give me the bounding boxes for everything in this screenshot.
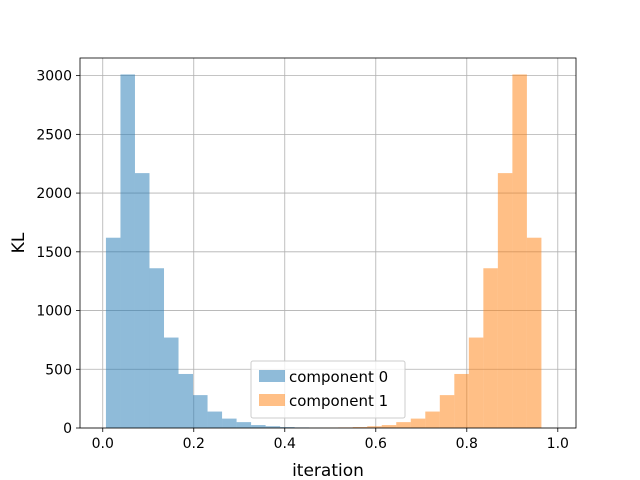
plot-frame <box>79 57 577 429</box>
bar-series-0-bin-3 <box>149 268 165 428</box>
bars <box>105 74 542 428</box>
bar-series-1-bin-22 <box>425 411 440 428</box>
legend-label-component-1: component 1 <box>289 392 388 410</box>
bar-series-1-bin-23 <box>439 395 455 428</box>
x-axis-label: iteration <box>292 461 364 480</box>
grid <box>80 58 576 429</box>
legend: component 0 component 1 <box>250 360 406 419</box>
bar-series-1-bin-29 <box>526 237 542 428</box>
x-tick-label-1: 0.2 <box>183 436 205 452</box>
y-tick-label-2: 1000 <box>36 304 72 320</box>
bar-series-0-bin-4 <box>164 337 179 428</box>
y-tick-label-1: 500 <box>45 362 72 378</box>
bar-series-1-bin-28 <box>512 74 527 428</box>
bar-series-1-bin-20 <box>396 422 411 428</box>
bar-series-0-bin-8 <box>222 418 237 428</box>
y-axis-label: KL <box>9 232 29 253</box>
bar-series-0-bin-2 <box>134 173 150 428</box>
y-tick-label-5: 2500 <box>36 127 72 143</box>
y-axis: 0 500 1000 1500 2000 2500 3000 <box>36 69 80 437</box>
bar-series-0-bin-12 <box>280 427 295 428</box>
bar-series-0-bin-5 <box>178 373 194 428</box>
bar-series-1-bin-26 <box>483 268 498 428</box>
bar-series-1-bin-21 <box>410 418 426 428</box>
bar-series-0-bin-9 <box>236 422 252 428</box>
y-tick-label-3: 1500 <box>36 245 72 261</box>
bar-series-0-bin-7 <box>207 411 223 428</box>
bar-series-1-bin-17 <box>352 427 368 428</box>
legend-box <box>250 360 406 419</box>
legend-swatch-component-0 <box>259 370 285 382</box>
bar-series-1-bin-18 <box>367 426 382 428</box>
x-tick-label-5: 1.0 <box>547 436 569 452</box>
y-tick-label-4: 2000 <box>36 186 72 202</box>
bar-series-1-bin-19 <box>381 425 397 428</box>
bar-series-1-bin-25 <box>468 337 484 428</box>
x-tick-label-0: 0.0 <box>92 436 114 452</box>
y-tick-label-0: 0 <box>63 421 72 437</box>
bar-series-1-bin-24 <box>454 373 469 428</box>
bar-series-1-bin-27 <box>497 173 513 428</box>
legend-label-component-0: component 0 <box>289 368 388 386</box>
bar-series-0-bin-1 <box>120 74 135 428</box>
bar-series-0-bin-11 <box>265 426 281 428</box>
x-tick-label-4: 0.8 <box>456 436 478 452</box>
bar-series-0-bin-6 <box>193 395 208 428</box>
bar-series-0-bin-0 <box>105 237 121 428</box>
x-tick-label-3: 0.6 <box>365 436 387 452</box>
legend-swatch-component-1 <box>259 394 285 406</box>
bar-series-0-bin-10 <box>251 425 266 428</box>
x-axis: 0.0 0.2 0.4 0.6 0.8 1.0 <box>92 428 569 452</box>
x-tick-label-2: 0.4 <box>274 436 296 452</box>
y-tick-label-6: 3000 <box>36 69 72 85</box>
